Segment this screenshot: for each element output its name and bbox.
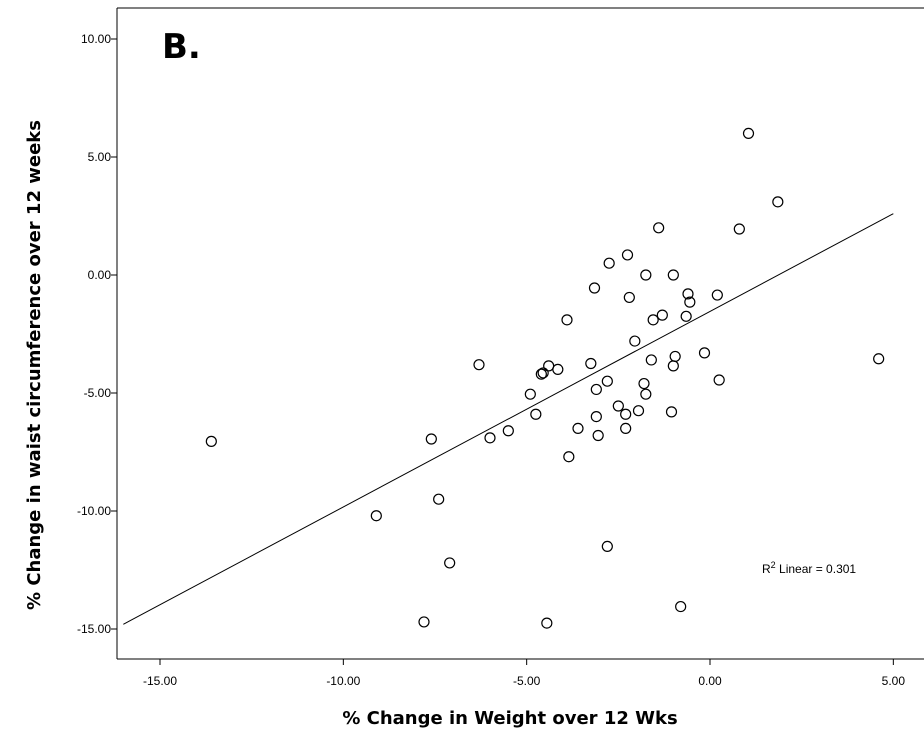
scatter-point [656,309,668,321]
axis-ticks: -15.00 -10.00 -5.00 0.00 5.00 10.00 5.00 0.00 -5… [77,32,905,688]
scatter-point [552,363,564,375]
scatter-point [502,425,514,437]
scatter-point [621,249,634,261]
y-tick-label: -5.00 [84,386,112,400]
scatter-point [572,422,584,434]
scatter-point [632,405,645,417]
scatter-point [592,429,604,442]
scatter-point [653,222,665,234]
scatter-point [601,375,613,387]
regression-line [123,213,894,625]
scatter-point [669,350,681,363]
scatter-point [535,368,547,380]
scatter-point [629,335,641,347]
scatter-point [370,510,382,522]
scatter-point [541,617,553,629]
scatter-point [620,422,632,434]
scatter-point [585,357,597,370]
y-tick-label: 0.00 [88,268,112,282]
y-tick-label: 5.00 [88,150,112,164]
scatter-point [530,408,542,420]
x-tick-label: -15.00 [143,674,177,688]
scatter-point [645,354,657,366]
x-tick-label: 0.00 [698,674,722,688]
data-points [205,127,885,629]
scatter-point [682,288,694,300]
scatter-point [588,282,601,294]
scatter-point [590,383,602,396]
scatter-point [675,600,687,613]
scatter-point [873,353,885,365]
scatter-point [684,296,696,308]
scatter-point [640,388,652,400]
scatter-point [425,433,437,445]
scatter-point [563,451,575,463]
scatter-point [612,400,624,412]
scatter-point [620,408,632,420]
scatter-point [524,388,536,400]
scatter-point [647,314,659,326]
scatter-point [473,359,485,371]
x-tick-label: -10.00 [326,674,360,688]
scatter-point [665,406,678,418]
x-axis-title: % Change in Weight over 12 Wks [342,708,677,729]
scatter-point [698,347,711,359]
scatter-point [667,360,679,372]
scatter-point [713,374,725,386]
y-axis-title: % Change in waist circumference over 12 … [24,120,45,610]
scatter-point [433,493,445,505]
scatter-point [772,196,784,208]
scatter-point [543,360,555,372]
scatter-point [711,289,723,301]
x-tick-label: -5.00 [513,674,541,688]
r2-suffix: Linear = 0.301 [776,562,857,576]
panel-label: B. [162,27,201,67]
scatter-point [623,291,635,304]
regression-line-group [123,213,894,625]
y-tick-label: 10.00 [81,32,111,46]
scatter-point [638,377,650,390]
r2-annotation: R2 Linear = 0.301 [762,560,856,576]
x-tick-label: 5.00 [882,674,906,688]
scatter-point [484,432,496,444]
scatter-point [601,540,613,553]
scatter-point [640,269,652,281]
scatter-point [733,223,745,235]
r2-superscript: 2 [771,560,776,570]
scatter-point [680,310,692,322]
y-tick-label: -15.00 [77,622,111,636]
scatter-point [537,367,549,379]
r2-prefix: R [762,562,771,576]
scatter-point [444,557,456,569]
scatter-point [603,257,615,269]
scatter-point [418,616,430,628]
scatter-point [561,314,573,326]
y-tick-label: -10.00 [77,504,111,518]
scatter-point [205,435,217,447]
scatter-point [590,411,602,423]
scatter-point [742,127,755,139]
scatter-point [667,269,679,281]
